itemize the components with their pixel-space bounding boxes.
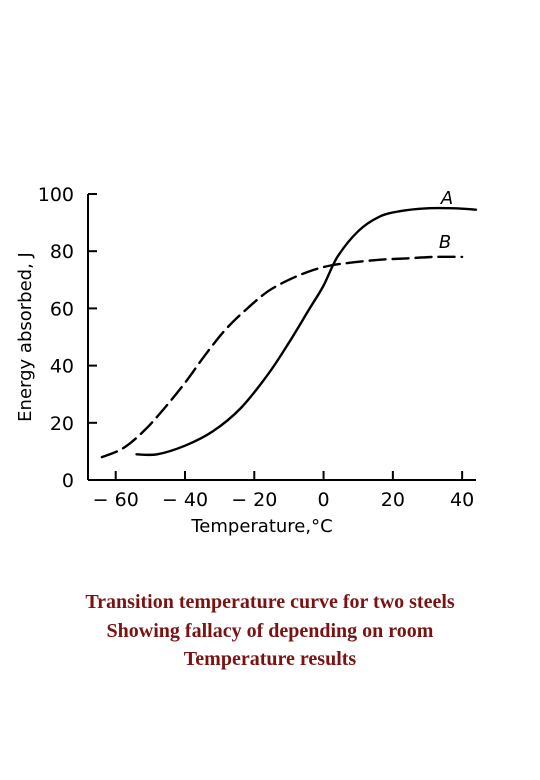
caption-line-2: Showing fallacy of depending on room xyxy=(106,619,434,642)
figure-caption: Transition temperature curve for two ste… xyxy=(0,588,540,674)
y-tick-label: 40 xyxy=(50,356,74,378)
x-tick-label: − 20 xyxy=(231,489,277,511)
x-tick-label: − 60 xyxy=(93,489,139,511)
series xyxy=(100,206,478,459)
curve-label-b: B xyxy=(439,232,451,253)
series-line-b xyxy=(100,255,464,459)
labels: Temperature,°C Energy absorbed, J A B xyxy=(15,188,453,537)
ticks: 0 20 40 60 80 100 − 60 − 40 − 20 0 20 40 xyxy=(38,184,475,511)
series-line-a xyxy=(135,206,478,457)
curve-label-a: A xyxy=(440,188,453,209)
x-tick-label: 0 xyxy=(318,489,330,511)
x-axis-label: Temperature,°C xyxy=(190,516,332,537)
caption-line-1: Transition temperature curve for two ste… xyxy=(85,591,455,613)
y-tick-label: 0 xyxy=(62,470,74,492)
x-tick-label: − 40 xyxy=(162,489,208,511)
y-tick-label: 60 xyxy=(50,298,74,320)
y-tick-label: 80 xyxy=(50,241,74,263)
transition-temperature-chart: 0 20 40 60 80 100 − 60 − 40 − 20 0 20 40 Temperatur… xyxy=(15,184,478,537)
y-tick-label: 100 xyxy=(38,184,74,206)
y-tick-label: 20 xyxy=(50,413,74,435)
x-tick-label: 40 xyxy=(450,489,474,511)
x-tick-label: 20 xyxy=(381,489,405,511)
caption-line-3: Temperature results xyxy=(183,648,357,670)
y-axis-label: Energy absorbed, J xyxy=(15,252,36,422)
axes xyxy=(87,194,476,481)
